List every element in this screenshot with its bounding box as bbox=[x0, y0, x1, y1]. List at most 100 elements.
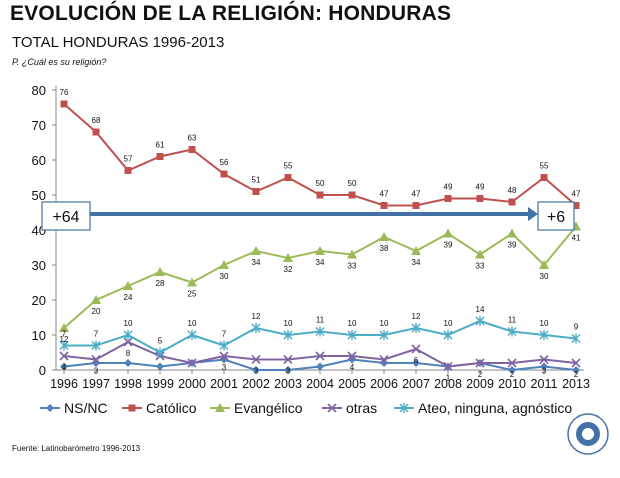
data-label: 56 bbox=[220, 158, 229, 167]
data-label: 55 bbox=[284, 162, 293, 171]
data-point bbox=[284, 174, 292, 181]
data-point bbox=[123, 337, 133, 347]
data-label: 33 bbox=[348, 262, 357, 271]
data-label: 12 bbox=[60, 335, 69, 344]
data-label: 9 bbox=[574, 323, 579, 332]
data-point bbox=[156, 153, 164, 160]
data-point bbox=[219, 340, 229, 351]
data-label: 20 bbox=[92, 307, 101, 316]
data-point bbox=[316, 191, 324, 199]
data-label: 33 bbox=[476, 262, 485, 271]
y-tick-label: 30 bbox=[32, 258, 46, 273]
data-label: 38 bbox=[380, 244, 389, 253]
data-label: 5 bbox=[158, 337, 163, 346]
data-label: 11 bbox=[316, 316, 325, 325]
data-point bbox=[540, 174, 548, 181]
data-label: 10 bbox=[348, 319, 357, 328]
data-label: 39 bbox=[444, 241, 453, 250]
data-label: 41 bbox=[572, 234, 581, 243]
x-tick-label: 1998 bbox=[114, 377, 142, 391]
x-tick-label: 2003 bbox=[274, 377, 302, 391]
data-point bbox=[412, 202, 420, 209]
x-tick-label: 2006 bbox=[370, 377, 398, 391]
y-tick-label: 0 bbox=[39, 363, 46, 378]
legend-swatch-marker bbox=[46, 404, 54, 412]
data-point bbox=[92, 128, 100, 136]
data-point bbox=[91, 295, 101, 304]
data-label: 12 bbox=[252, 312, 261, 321]
data-point bbox=[475, 249, 485, 259]
data-label: 57 bbox=[124, 155, 133, 164]
data-point bbox=[571, 358, 581, 368]
data-label: 55 bbox=[540, 162, 549, 171]
data-point bbox=[507, 228, 517, 238]
data-point bbox=[507, 326, 517, 337]
data-label: 10 bbox=[380, 319, 389, 328]
data-label: 3 bbox=[286, 367, 291, 376]
data-point bbox=[187, 358, 197, 368]
data-point bbox=[60, 100, 68, 108]
chart-subtitle: TOTAL HONDURAS 1996-2013 bbox=[12, 34, 225, 51]
data-point bbox=[571, 333, 581, 344]
data-label: 1 bbox=[446, 374, 451, 383]
data-point bbox=[347, 330, 357, 340]
x-tick-label: 2010 bbox=[498, 377, 526, 391]
data-label: 10 bbox=[540, 319, 549, 328]
data-label: 30 bbox=[220, 272, 229, 281]
data-label: 4 bbox=[62, 363, 67, 372]
data-label: 11 bbox=[508, 316, 517, 325]
y-tick-label: 50 bbox=[32, 188, 46, 203]
data-point bbox=[539, 354, 549, 365]
data-point bbox=[156, 362, 164, 371]
x-tick-label: 1999 bbox=[146, 377, 174, 391]
x-tick-label: 2001 bbox=[210, 377, 238, 391]
data-point bbox=[315, 246, 325, 255]
right-box bbox=[537, 201, 575, 231]
data-point bbox=[572, 366, 580, 374]
data-point bbox=[508, 366, 516, 374]
legend-label: otras bbox=[346, 400, 377, 416]
data-label: 63 bbox=[188, 134, 197, 143]
data-point bbox=[347, 351, 357, 361]
data-point bbox=[60, 362, 68, 371]
data-point bbox=[315, 351, 325, 361]
chart-title: EVOLUCIÓN DE LA RELIGIÓN: HONDURAS bbox=[10, 2, 452, 25]
data-label: 10 bbox=[284, 319, 293, 328]
data-point bbox=[155, 267, 165, 276]
data-point bbox=[252, 366, 260, 374]
data-point bbox=[540, 362, 548, 371]
legend-label: Católico bbox=[146, 400, 197, 416]
data-label: 6 bbox=[414, 356, 419, 365]
data-point bbox=[475, 358, 485, 368]
change-arrow: +64 +6 bbox=[41, 201, 575, 231]
data-label: 10 bbox=[124, 319, 133, 328]
data-point bbox=[188, 146, 196, 153]
data-point bbox=[123, 281, 133, 290]
data-point bbox=[91, 354, 101, 365]
data-point bbox=[91, 340, 101, 351]
data-point bbox=[252, 188, 260, 195]
data-point bbox=[315, 326, 325, 337]
source-note: Fuente: Latinobarómetro 1996-2013 bbox=[12, 444, 141, 453]
legend-label: NS/NC bbox=[64, 400, 108, 416]
data-point bbox=[59, 323, 69, 332]
data-label: 47 bbox=[572, 190, 581, 199]
x-tick-label: 2011 bbox=[531, 377, 558, 391]
chart-legend: NS/NC Católico Evangélico otras Ateo, ningun… bbox=[40, 400, 572, 416]
data-point bbox=[539, 330, 549, 340]
legend-swatch-marker bbox=[215, 403, 225, 412]
left-box-label: +64 bbox=[52, 209, 79, 226]
series-line-1 bbox=[63, 103, 577, 207]
data-point bbox=[444, 195, 452, 202]
survey-question: P. ¿Cuál es su religión? bbox=[12, 57, 107, 67]
data-label: 3 bbox=[94, 367, 99, 376]
data-point bbox=[283, 330, 293, 340]
x-tick-label: 2002 bbox=[242, 377, 270, 391]
data-point bbox=[507, 358, 517, 368]
data-label: 14 bbox=[476, 305, 485, 314]
data-label: 4 bbox=[350, 363, 355, 372]
data-point bbox=[283, 354, 293, 365]
data-label: 47 bbox=[412, 190, 421, 199]
chart-series bbox=[59, 100, 581, 374]
